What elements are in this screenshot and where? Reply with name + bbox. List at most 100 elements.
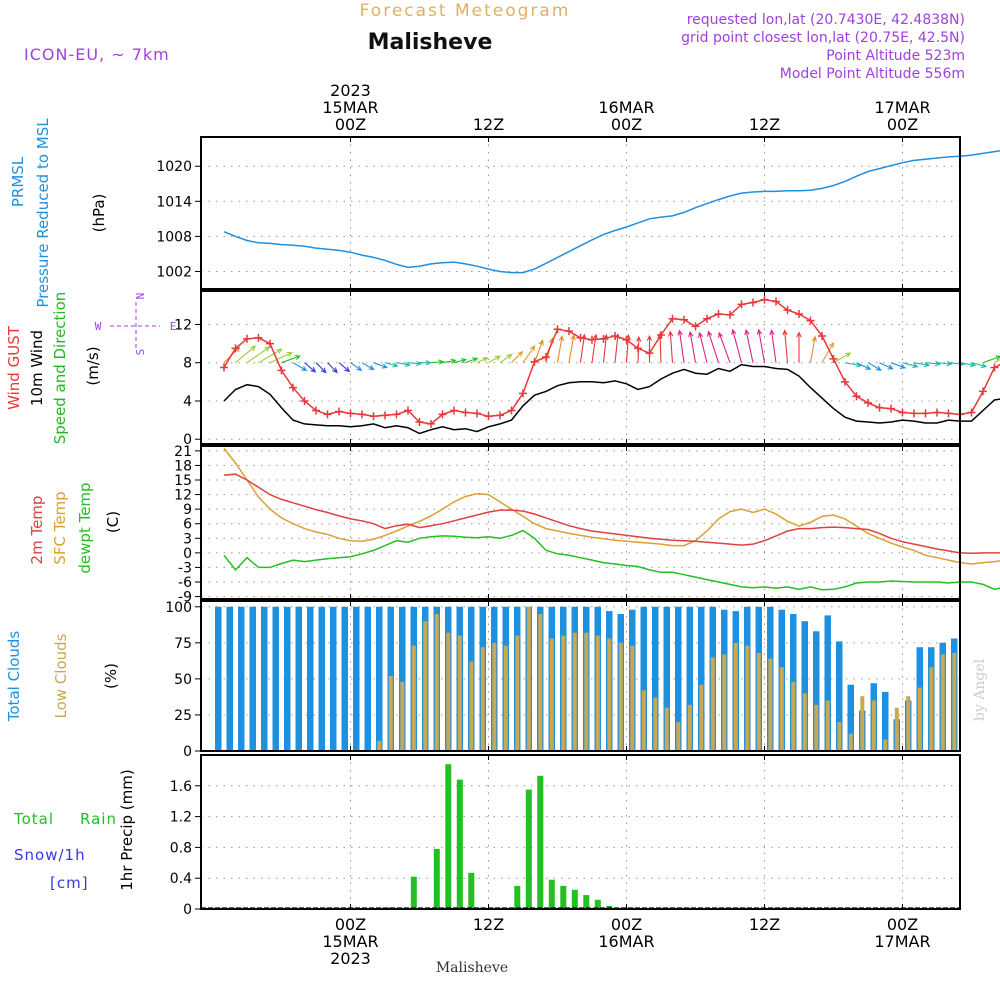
- pressure-series: [223, 150, 1000, 274]
- model-altitude: Model Point Altitude 556m: [780, 66, 965, 82]
- wind-direction-arrow: [384, 362, 399, 368]
- total-cloud-bar: [330, 606, 337, 751]
- low-cloud-bar: [779, 667, 784, 751]
- wind-direction-arrow: [821, 341, 835, 363]
- banner-title: Forecast Meteogram: [360, 1, 571, 21]
- compass-n: N: [134, 293, 147, 300]
- gust-point-marker: [450, 406, 458, 415]
- temp-title-2m: 2m Temp: [28, 496, 46, 565]
- pressure-panel: PRMSL Pressure Reduced to MSL (hPa) 1002…: [9, 118, 1000, 308]
- gust-point-marker: [806, 316, 815, 325]
- total-cloud-bar: [686, 606, 693, 751]
- wind-direction-arrow: [688, 330, 697, 363]
- gust-point-marker: [691, 322, 700, 331]
- rain-bar: [548, 879, 555, 909]
- wind-direction-arrow: [936, 360, 953, 367]
- low-cloud-bar: [871, 700, 876, 751]
- precip-y-ticks: 0 0.4 0.8 1.2 1.6: [170, 779, 201, 918]
- low-cloud-bar: [526, 606, 531, 751]
- pressure-unit: (hPa): [90, 194, 108, 233]
- low-cloud-bar: [446, 632, 451, 751]
- wind-direction-arrow: [407, 360, 423, 367]
- low-cloud-bar: [848, 733, 853, 751]
- y-tick-label: 50: [174, 672, 192, 688]
- clouds-title-low: Low Clouds: [52, 633, 70, 718]
- total-cloud-bar: [675, 606, 682, 751]
- y-tick-label: 0: [183, 432, 192, 448]
- bottom-time-label: 00Z: [611, 915, 642, 934]
- wind-direction-arrow: [465, 357, 479, 364]
- wind-direction-arrow: [488, 355, 501, 364]
- wind-direction-arrow: [925, 360, 942, 367]
- low-cloud-bar: [917, 687, 922, 751]
- wind-direction-arrow: [327, 362, 338, 374]
- clouds-series: [215, 606, 958, 752]
- rain-bar: [445, 764, 452, 909]
- wind-direction-arrow: [522, 345, 536, 364]
- requested-coords: requested lon,lat (20.7430E, 42.4838N): [687, 12, 965, 28]
- wind-direction-arrow: [982, 355, 1000, 364]
- wind-direction-arrow: [269, 351, 293, 364]
- low-cloud-bar: [434, 614, 439, 751]
- wind-direction-arrow: [499, 353, 513, 364]
- gust-point-marker: [990, 363, 999, 372]
- wind-grid: [201, 291, 960, 444]
- wind-direction-arrow: [556, 334, 565, 363]
- gust-point-marker: [818, 331, 826, 340]
- low-cloud-bar: [618, 642, 623, 751]
- low-cloud-bar: [676, 722, 681, 751]
- total-cloud-bar: [376, 606, 383, 751]
- y-tick-label: 8: [183, 356, 192, 372]
- wind-direction-arrow: [833, 352, 852, 364]
- gust-point-marker: [726, 310, 734, 319]
- wind-direction-arrow: [994, 358, 1000, 364]
- bottom-time-axis: 00Z15MAR202312Z00Z16MAR12Z00Z17MAR12Z: [322, 915, 930, 968]
- compass-s: S: [134, 349, 147, 356]
- compass-rose: N S W E: [95, 293, 177, 356]
- bottom-time-label: 00Z: [335, 915, 366, 934]
- gust-point-marker: [864, 398, 872, 407]
- low-cloud-bar: [768, 658, 773, 751]
- low-cloud-bar: [595, 635, 600, 751]
- wind-direction-arrow: [361, 362, 375, 371]
- gust-point-marker: [461, 408, 470, 417]
- low-cloud-bar: [825, 700, 830, 751]
- pressure-frame: [200, 136, 961, 290]
- wind-direction-arrow: [315, 362, 327, 374]
- low-cloud-bar: [503, 645, 508, 751]
- total-cloud-bar: [238, 606, 245, 751]
- wind-direction-arrow: [867, 362, 882, 371]
- point-altitude: Point Altitude 523m: [826, 48, 965, 64]
- rain-bar: [410, 876, 417, 909]
- wind-panel: Wind GUST 10m Wind Speed and Direction (…: [5, 290, 1000, 448]
- wind-frame: [200, 290, 961, 445]
- pressure-line: [223, 150, 1000, 274]
- wind-speed-line: [223, 363, 1000, 435]
- total-cloud-bar: [364, 606, 371, 751]
- top-time-label: 00Z: [887, 115, 918, 134]
- precip-title-rain: Rain: [80, 810, 117, 828]
- wind-direction-arrow: [281, 354, 302, 364]
- total-cloud-bar: [663, 606, 670, 751]
- sfc-temp-line: [223, 447, 1000, 565]
- y-tick-label: 18: [174, 458, 192, 474]
- wind-direction-arrow: [913, 361, 931, 368]
- y-tick-label: 75: [174, 636, 192, 652]
- total-cloud-bar: [698, 606, 705, 751]
- low-cloud-bar: [687, 704, 692, 751]
- y-tick-label: 12: [174, 317, 192, 333]
- low-cloud-bar: [802, 693, 807, 751]
- wind-direction-arrow: [677, 329, 685, 363]
- low-cloud-bar: [837, 722, 842, 751]
- low-cloud-bar: [400, 681, 405, 751]
- wind-direction-arrow: [782, 329, 789, 363]
- total-cloud-bar: [640, 606, 647, 751]
- wind-title-gust: Wind GUST: [5, 325, 23, 410]
- low-cloud-bar: [469, 661, 474, 751]
- gust-point-marker: [967, 408, 976, 417]
- wind-direction-arrow: [731, 328, 743, 363]
- y-tick-label: 1002: [156, 264, 192, 280]
- compass-w: W: [95, 320, 102, 333]
- low-cloud-bar: [411, 645, 416, 751]
